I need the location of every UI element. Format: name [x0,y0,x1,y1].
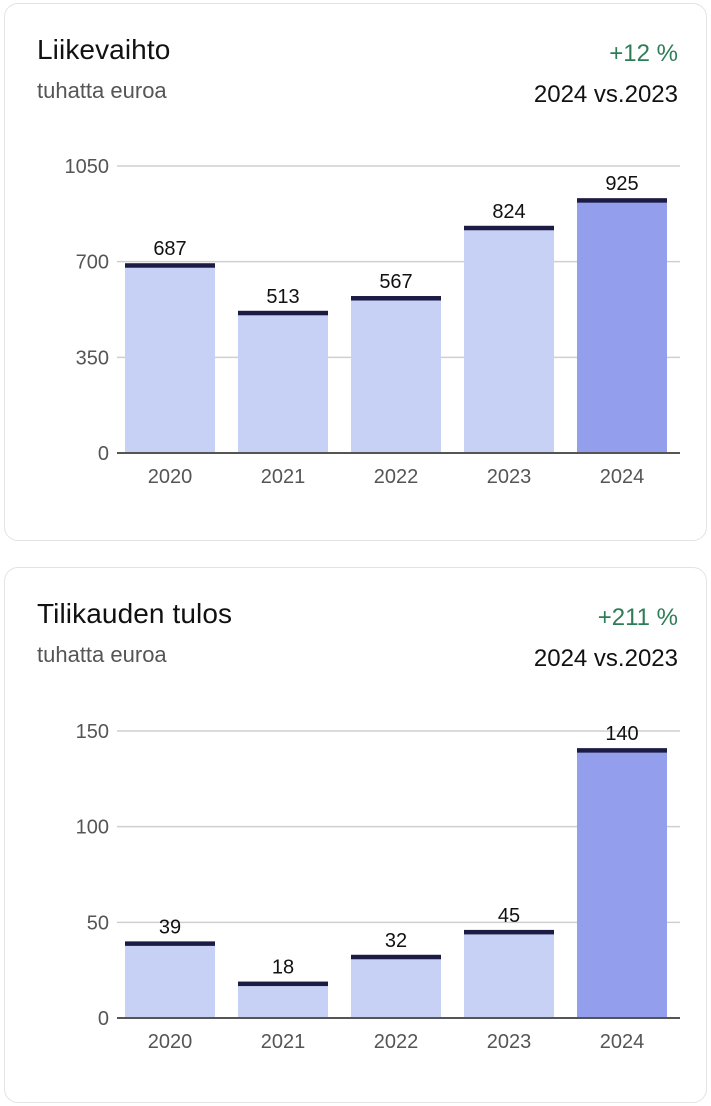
x-tick-label: 2020 [148,466,193,488]
y-tick-label: 100 [76,817,109,839]
x-tick-label: 2022 [374,1031,419,1053]
x-tick-label: 2023 [487,1031,532,1053]
bar [125,265,215,453]
data-label: 39 [159,916,181,938]
y-tick-label: 0 [98,1008,109,1030]
change-percent: +211 % [597,604,678,631]
x-tick-label: 2023 [487,466,532,488]
card-subtitle: tuhatta euroa [37,78,167,103]
bar-cap [351,296,441,301]
revenue-card: Liikevaihto tuhatta euroa +12 % 2024 vs.… [4,3,707,541]
comparison-period: 2024 vs.2023 [533,81,678,108]
bar [351,298,441,453]
revenue-bar-chart: 0 350 700 1050 687 2020 513 2021 567 2022 824 2023 9… [65,156,680,488]
data-label: 925 [605,173,638,195]
bar [238,312,328,453]
y-tick-label: 350 [76,347,109,369]
data-label: 45 [498,905,520,927]
bar-cap [125,941,215,946]
y-tick-label: 50 [87,912,109,934]
card-subtitle: tuhatta euroa [37,642,167,667]
data-label: 567 [379,271,412,293]
card-title: Liikevaihto [37,34,171,65]
x-tick-label: 2021 [261,466,306,488]
profit-bar-chart: 0 50 100 150 39 2020 18 2021 32 2022 45 2023 140 2024 [76,721,680,1053]
bar [577,200,667,453]
y-tick-label: 1050 [65,156,110,178]
data-label: 513 [266,286,299,308]
bar [238,983,328,1018]
change-percent: +12 % [609,40,678,67]
bar-cap [125,263,215,268]
data-label: 140 [605,723,638,745]
x-tick-label: 2020 [148,1031,193,1053]
data-label: 687 [153,238,186,260]
bar-cap [238,310,328,316]
bar [577,750,667,1018]
bar-cap [238,981,328,987]
data-label: 824 [492,201,525,223]
bar [464,931,554,1018]
comparison-period: 2024 vs.2023 [533,645,678,672]
y-tick-label: 150 [76,721,109,743]
x-tick-label: 2021 [261,1031,306,1053]
bar-cap [464,929,554,935]
x-tick-label: 2022 [374,466,419,488]
x-tick-label: 2024 [600,1031,645,1053]
x-tick-label: 2024 [600,466,645,488]
y-tick-label: 0 [98,443,109,465]
data-label: 18 [272,957,294,979]
bar-cap [577,198,667,203]
bar [351,956,441,1018]
bar-cap [464,225,554,231]
profit-card: Tilikauden tulos tuhatta euroa +211 % 20… [4,567,707,1103]
bar-cap [577,748,667,753]
card-title: Tilikauden tulos [37,598,233,629]
bar [464,227,554,453]
y-tick-label: 700 [76,252,109,274]
data-label: 32 [385,930,407,952]
bar-cap [351,954,441,960]
bar [125,943,215,1018]
